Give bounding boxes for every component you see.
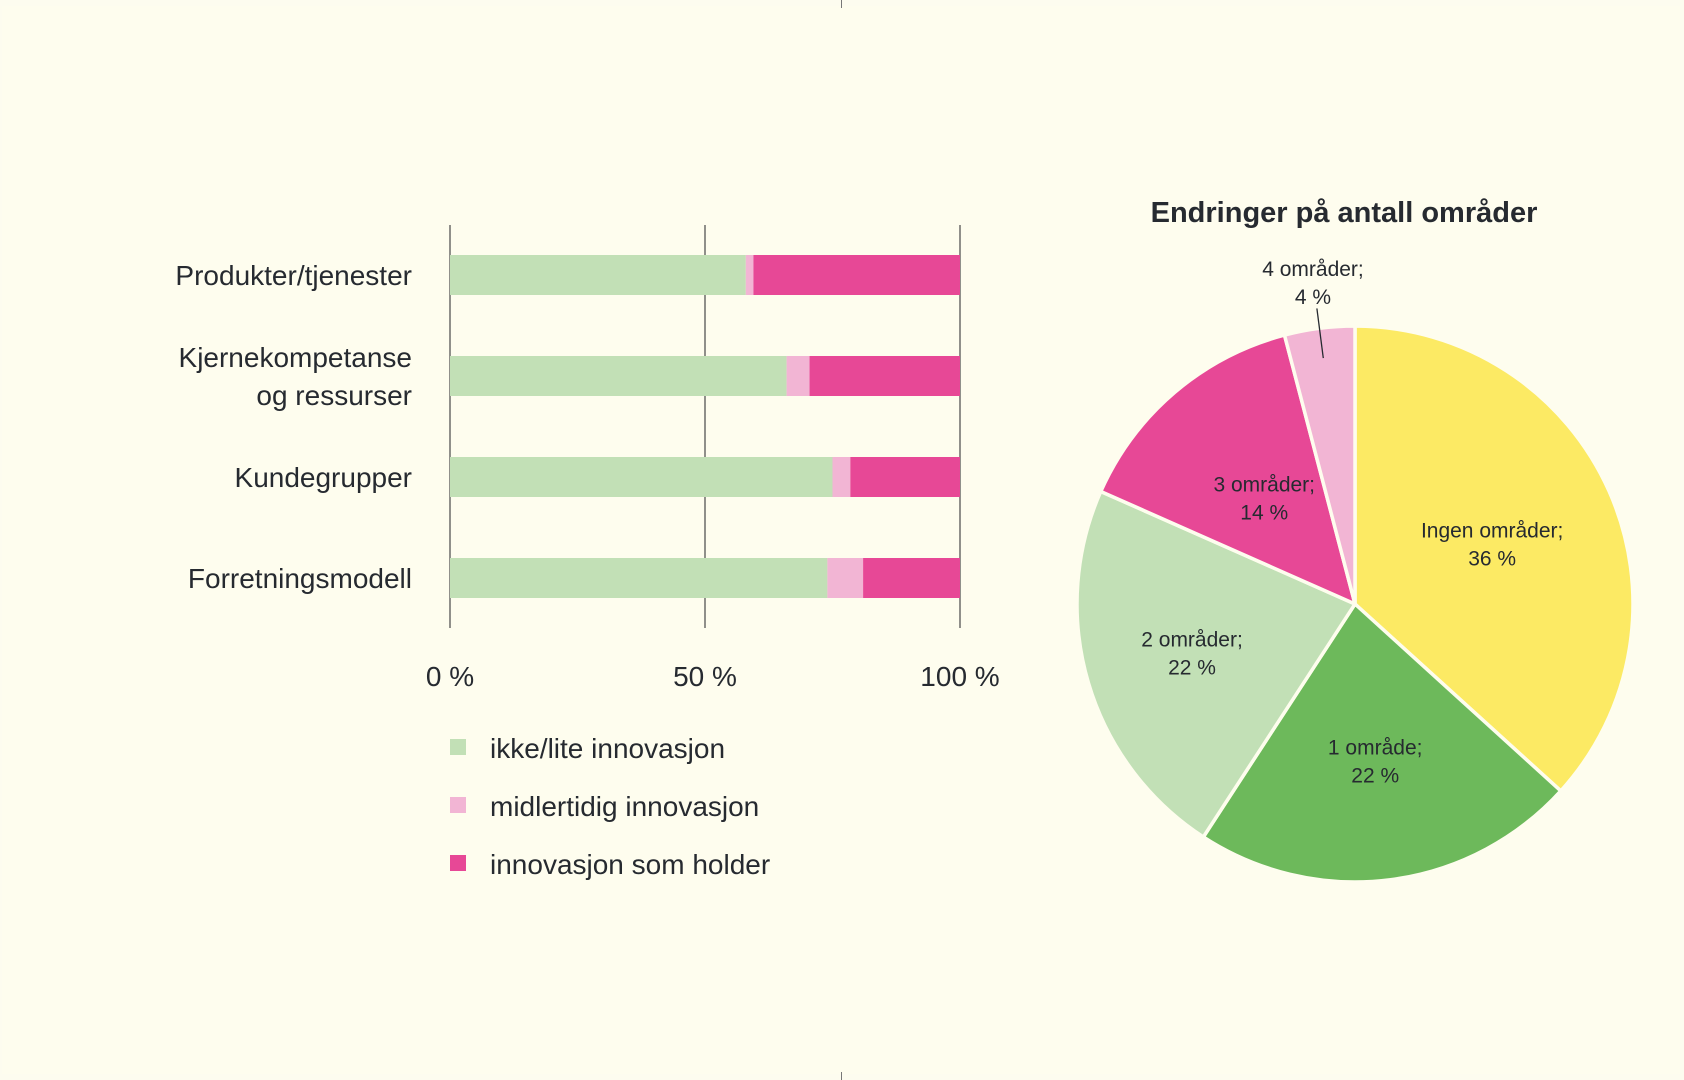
- pie-slice-label-2: 2 områder;: [1141, 628, 1243, 651]
- bar-segment-0-0: [450, 255, 746, 295]
- pie-slice-label-4: 4 %: [1295, 286, 1331, 309]
- pie-slice-label-3: 14 %: [1240, 501, 1288, 524]
- bar-segment-3-0: [450, 558, 828, 598]
- fold-mark-top: [841, 0, 842, 8]
- category-label: Kundegrupper: [235, 462, 412, 493]
- pie-slices: [1075, 324, 1635, 884]
- tick-label-0: 0 %: [426, 661, 474, 692]
- bar-segment-2-1: [832, 457, 851, 497]
- pie-slice-1: [1201, 602, 1563, 884]
- bar-segments: [450, 255, 960, 598]
- pie-slice-label-0: Ingen områder;: [1421, 519, 1563, 542]
- category-label: Forretningsmodell: [188, 563, 412, 594]
- bar-segment-3-2: [863, 558, 960, 598]
- pie-slice-2: [1075, 489, 1357, 839]
- legend-swatch-0: [450, 739, 466, 755]
- bar-segment-3-1: [827, 558, 864, 598]
- pie-slice-label-3: 3 områder;: [1213, 473, 1315, 496]
- bar-category-labels: Produkter/tjenester Kjernekompetanse og re…: [175, 260, 412, 594]
- legend-label-1: midlertidig innovasjon: [490, 791, 759, 822]
- pie-slice-label-1: 1 område;: [1328, 737, 1423, 760]
- legend-label-2: innovasjon som holder: [490, 849, 770, 880]
- category-label: og ressurser: [256, 380, 412, 411]
- tick-label-50: 50 %: [673, 661, 737, 692]
- bar-segment-1-1: [786, 356, 810, 396]
- category-label: Kjernekompetanse: [179, 342, 412, 373]
- bar-legend: ikke/lite innovasjon midlertidig innovasj…: [450, 733, 770, 880]
- pie-title: Endringer på antall områder: [1151, 197, 1538, 229]
- bar-segment-1-2: [809, 356, 960, 396]
- legend-label-0: ikke/lite innovasjon: [490, 733, 725, 764]
- pie-slice-label-4: 4 områder;: [1262, 258, 1364, 281]
- bar-segment-0-1: [745, 255, 754, 295]
- bar-segment-2-0: [450, 457, 833, 497]
- pie-slice-label-0: 36 %: [1468, 547, 1516, 570]
- category-label: Produkter/tjenester: [175, 260, 412, 291]
- pie-slice-0: [1353, 324, 1635, 793]
- bar-segment-0-2: [753, 255, 960, 295]
- fold-mark-bottom: [841, 1072, 842, 1080]
- pie-slice-3: [1099, 333, 1357, 606]
- pie-chart: Endringer på antall områder Ingen område…: [1075, 197, 1635, 884]
- pie-slice-labels: Ingen områder; 36 % 1 område; 22 % 2 områder…: [1141, 258, 1563, 788]
- bar-tick-labels: 0 % 50 % 100 %: [426, 661, 1000, 692]
- pie-slice-label-2: 22 %: [1168, 656, 1216, 679]
- pie-leader-line-4: [1316, 308, 1324, 359]
- legend-swatch-2: [450, 855, 466, 871]
- pie-slice-label-1: 22 %: [1351, 765, 1399, 788]
- legend-swatch-1: [450, 797, 466, 813]
- bar-segment-1-0: [450, 356, 787, 396]
- bar-segment-2-2: [850, 457, 960, 497]
- tick-label-100: 100 %: [920, 661, 999, 692]
- stacked-bar-chart: Produkter/tjenester Kjernekompetanse og re…: [175, 225, 1000, 880]
